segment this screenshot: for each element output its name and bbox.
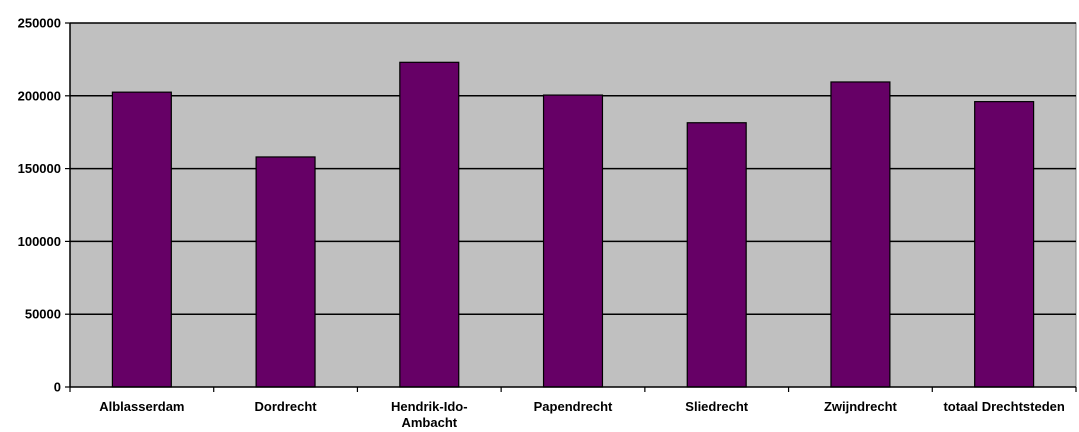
x-tick-label: Zwijndrecht [824, 399, 898, 414]
y-tick-labels: 0 50000 100000 150000 200000 250000 [18, 16, 61, 395]
x-tick-label: Papendrecht [534, 399, 613, 414]
x-tick-label: Alblasserdam [99, 399, 184, 414]
y-tick-label: 100000 [18, 234, 61, 249]
x-tick-label: Hendrik-Ido-Ambacht [391, 399, 468, 430]
x-tick-label: totaal Drechtsteden [943, 399, 1064, 414]
bar-0 [111, 91, 172, 388]
bar-2 [399, 61, 460, 388]
y-tick-label: 150000 [18, 161, 61, 176]
bar-1 [255, 156, 316, 388]
bar-4 [686, 122, 747, 388]
x-tick-labels: Alblasserdam Dordrecht Hendrik-Ido-Ambacht… [99, 399, 1065, 430]
bar-6 [974, 101, 1035, 388]
bar-3 [542, 94, 604, 388]
bars [111, 61, 1035, 388]
y-tick-label: 250000 [18, 16, 61, 31]
axes [65, 22, 1077, 392]
y-tick-label: 0 [54, 380, 61, 395]
y-tick-label: 200000 [18, 88, 61, 103]
bar-5 [830, 81, 891, 388]
x-tick-label: Dordrecht [255, 399, 318, 414]
y-tick-label: 50000 [25, 307, 61, 322]
x-tick-label: Sliedrecht [685, 399, 749, 414]
